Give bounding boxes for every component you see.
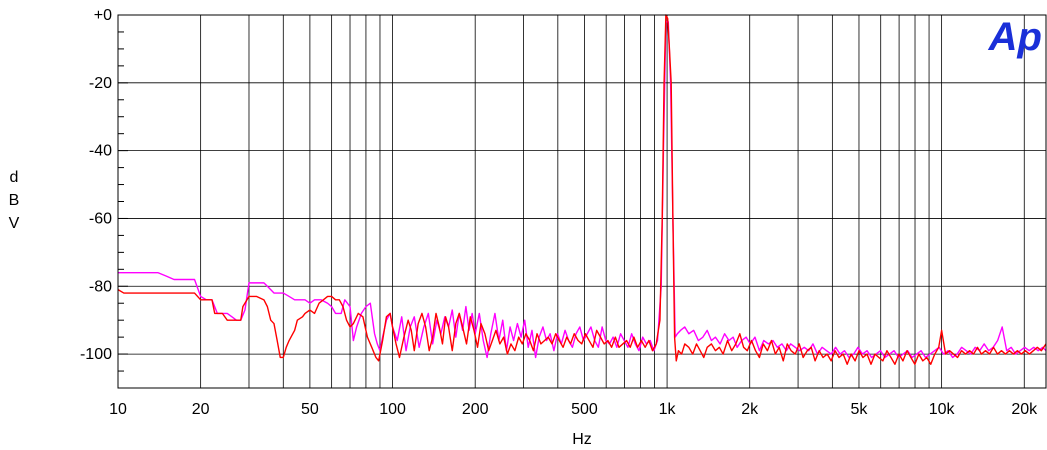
y-tick-label: -20 bbox=[89, 75, 112, 92]
ap-logo: Ap bbox=[988, 15, 1042, 59]
grid-lines bbox=[117, 14, 1046, 388]
y-axis-label-letter-b: B bbox=[9, 192, 20, 209]
y-tick-label: -100 bbox=[80, 346, 112, 363]
x-tick-label: 5k bbox=[851, 401, 869, 418]
y-axis-ticks bbox=[118, 14, 128, 389]
y-tick-label: -80 bbox=[89, 278, 112, 295]
x-tick-label: 500 bbox=[571, 401, 598, 418]
x-tick-label: 50 bbox=[301, 401, 319, 418]
y-axis-label-letter-d: d bbox=[10, 169, 19, 186]
y-tick-label: -40 bbox=[89, 143, 112, 160]
plot-frame bbox=[117, 14, 1047, 389]
x-tick-label: 100 bbox=[379, 401, 406, 418]
series-group bbox=[117, 14, 1047, 365]
x-tick-label: 20k bbox=[1011, 401, 1038, 418]
series-line-2 bbox=[117, 14, 1047, 365]
x-axis-label: Hz bbox=[572, 431, 592, 448]
x-tick-label: 200 bbox=[462, 401, 489, 418]
y-axis-label-letter-v: V bbox=[9, 215, 20, 232]
y-axis-label: d B V bbox=[9, 169, 20, 232]
x-tick-label: 1k bbox=[659, 401, 677, 418]
x-tick-labels: 10 20 50 100 200 500 1k 2k 5k 10k 20k bbox=[109, 401, 1038, 418]
x-tick-label: 10 bbox=[109, 401, 127, 418]
x-tick-label: 2k bbox=[741, 401, 759, 418]
y-tick-labels: +0 -20 -40 -60 -80 -100 bbox=[80, 7, 112, 363]
y-tick-label: +0 bbox=[94, 7, 112, 24]
x-tick-label: 20 bbox=[192, 401, 210, 418]
x-tick-label: 10k bbox=[929, 401, 956, 418]
y-tick-label: -60 bbox=[89, 210, 112, 227]
series-line-1 bbox=[118, 21, 1047, 359]
